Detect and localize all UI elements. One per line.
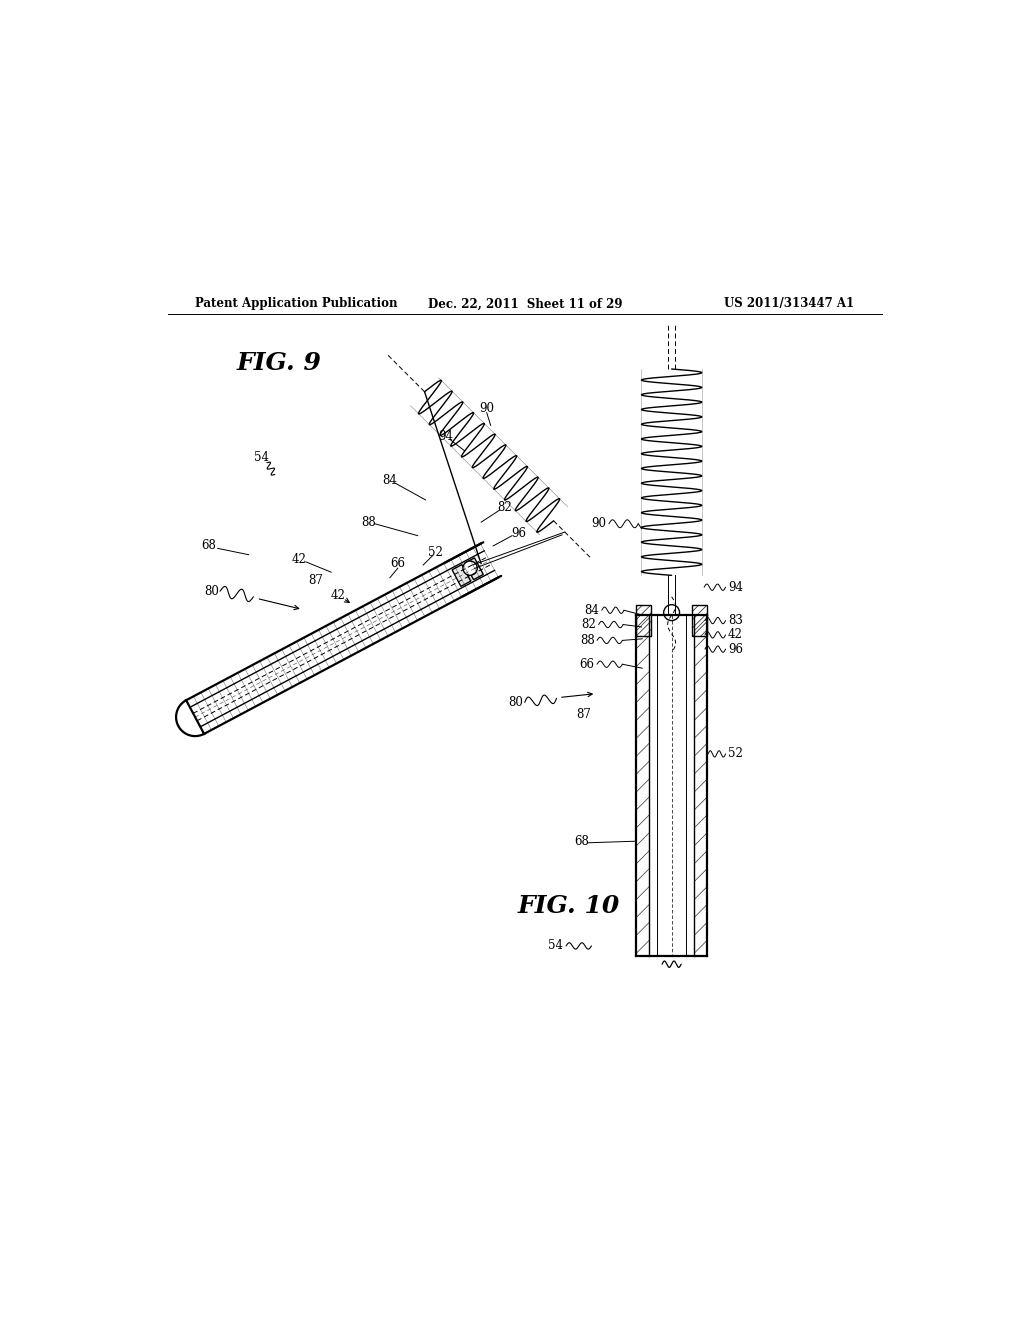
Text: 94: 94 xyxy=(728,581,743,594)
Polygon shape xyxy=(636,605,651,636)
Text: 83: 83 xyxy=(728,614,742,627)
Text: Patent Application Publication: Patent Application Publication xyxy=(196,297,398,310)
Text: 82: 82 xyxy=(582,618,596,631)
Text: Dec. 22, 2011  Sheet 11 of 29: Dec. 22, 2011 Sheet 11 of 29 xyxy=(428,297,622,310)
Circle shape xyxy=(664,605,680,620)
Text: 87: 87 xyxy=(577,708,591,721)
Text: 68: 68 xyxy=(202,540,216,553)
Text: 54: 54 xyxy=(254,451,269,465)
Text: 80: 80 xyxy=(204,585,219,598)
Text: 52: 52 xyxy=(428,546,443,558)
Polygon shape xyxy=(452,565,471,586)
Text: 88: 88 xyxy=(361,516,376,529)
Text: 42: 42 xyxy=(728,628,742,642)
Text: FIG. 9: FIG. 9 xyxy=(237,351,322,375)
Text: 82: 82 xyxy=(498,502,512,515)
Text: 84: 84 xyxy=(585,603,599,616)
Text: 80: 80 xyxy=(508,696,522,709)
Text: 42: 42 xyxy=(292,553,307,566)
Circle shape xyxy=(463,561,477,576)
Text: US 2011/313447 A1: US 2011/313447 A1 xyxy=(724,297,854,310)
Text: 90: 90 xyxy=(592,517,606,531)
Text: 42: 42 xyxy=(331,589,346,602)
Text: 88: 88 xyxy=(580,634,595,647)
Text: 52: 52 xyxy=(728,747,742,760)
Text: FIG. 10: FIG. 10 xyxy=(517,894,620,919)
Text: 96: 96 xyxy=(511,527,526,540)
Text: 87: 87 xyxy=(308,574,324,587)
Text: 68: 68 xyxy=(574,834,590,847)
Text: 96: 96 xyxy=(728,643,743,656)
Polygon shape xyxy=(692,605,708,636)
Text: 66: 66 xyxy=(580,657,595,671)
Text: 84: 84 xyxy=(382,474,397,487)
Polygon shape xyxy=(465,558,483,579)
Text: 94: 94 xyxy=(438,430,453,444)
Text: 54: 54 xyxy=(548,940,563,953)
Text: 66: 66 xyxy=(390,557,406,570)
Text: 90: 90 xyxy=(479,403,495,416)
